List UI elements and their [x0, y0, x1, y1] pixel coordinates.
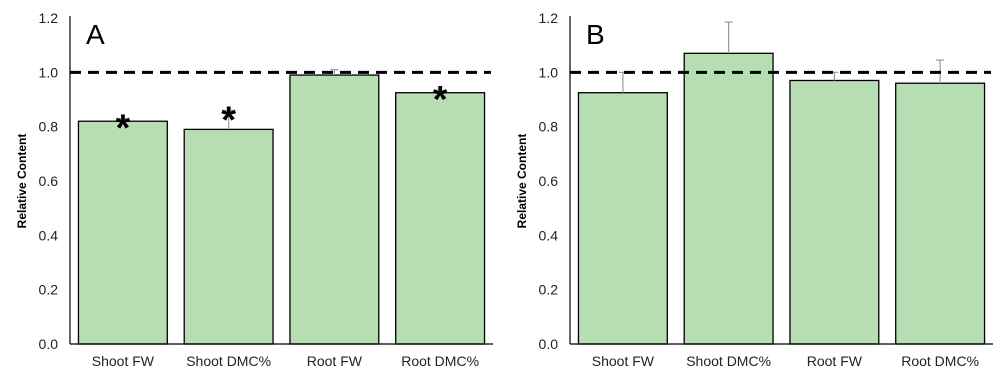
y-tick-label: 0.2: [539, 282, 559, 298]
y-tick-label: 0.0: [539, 336, 559, 352]
y-axis-label: Relative Content: [515, 134, 529, 229]
y-axis-label: Relative Content: [15, 134, 29, 229]
y-tick-label: 0.6: [539, 173, 559, 189]
y-tick-label: 1.2: [539, 10, 559, 26]
y-tick-label: 0.4: [539, 227, 559, 243]
panel-label: A: [86, 19, 105, 50]
y-tick-label: 0.0: [39, 336, 59, 352]
y-tick-label: 1.0: [539, 64, 559, 80]
x-tick-label: Shoot FW: [92, 353, 155, 369]
bar: [577, 92, 668, 345]
chart-panel-a: Relative Content 0.0 0.2 0.4 0.6 0.8 1.0 1.2 * Sh…: [15, 10, 493, 369]
panel-label: B: [586, 19, 605, 50]
significance-marker: *: [115, 108, 130, 150]
x-tick-label: Root DMC%: [401, 353, 479, 369]
significance-marker: *: [433, 79, 448, 121]
bar: [183, 128, 274, 345]
x-tick-label: Root DMC%: [901, 353, 979, 369]
x-tick-label: Root FW: [307, 353, 363, 369]
bar: [395, 92, 486, 345]
x-tick-label: Shoot FW: [592, 353, 655, 369]
y-tick-label: 0.4: [39, 227, 59, 243]
y-tick-label: 0.2: [39, 282, 59, 298]
y-tick-label: 0.8: [39, 119, 59, 135]
y-tick-label: 1.2: [39, 10, 59, 26]
x-tick-label: Root FW: [807, 353, 863, 369]
bar: [789, 79, 880, 345]
y-tick-label: 0.8: [539, 119, 559, 135]
x-tick-label: Shoot DMC%: [186, 353, 271, 369]
bar: [77, 120, 168, 345]
x-tick-label: Shoot DMC%: [686, 353, 771, 369]
bar: [683, 52, 774, 345]
y-tick-label: 1.0: [39, 64, 59, 80]
y-tick-label: 0.6: [39, 173, 59, 189]
chart-panel-b: Relative Content 0.0 0.2 0.4 0.6 0.8 1.0 1.2 Sho…: [515, 10, 993, 369]
bar: [895, 82, 986, 345]
significance-marker: *: [221, 99, 236, 141]
bar: [289, 74, 380, 345]
